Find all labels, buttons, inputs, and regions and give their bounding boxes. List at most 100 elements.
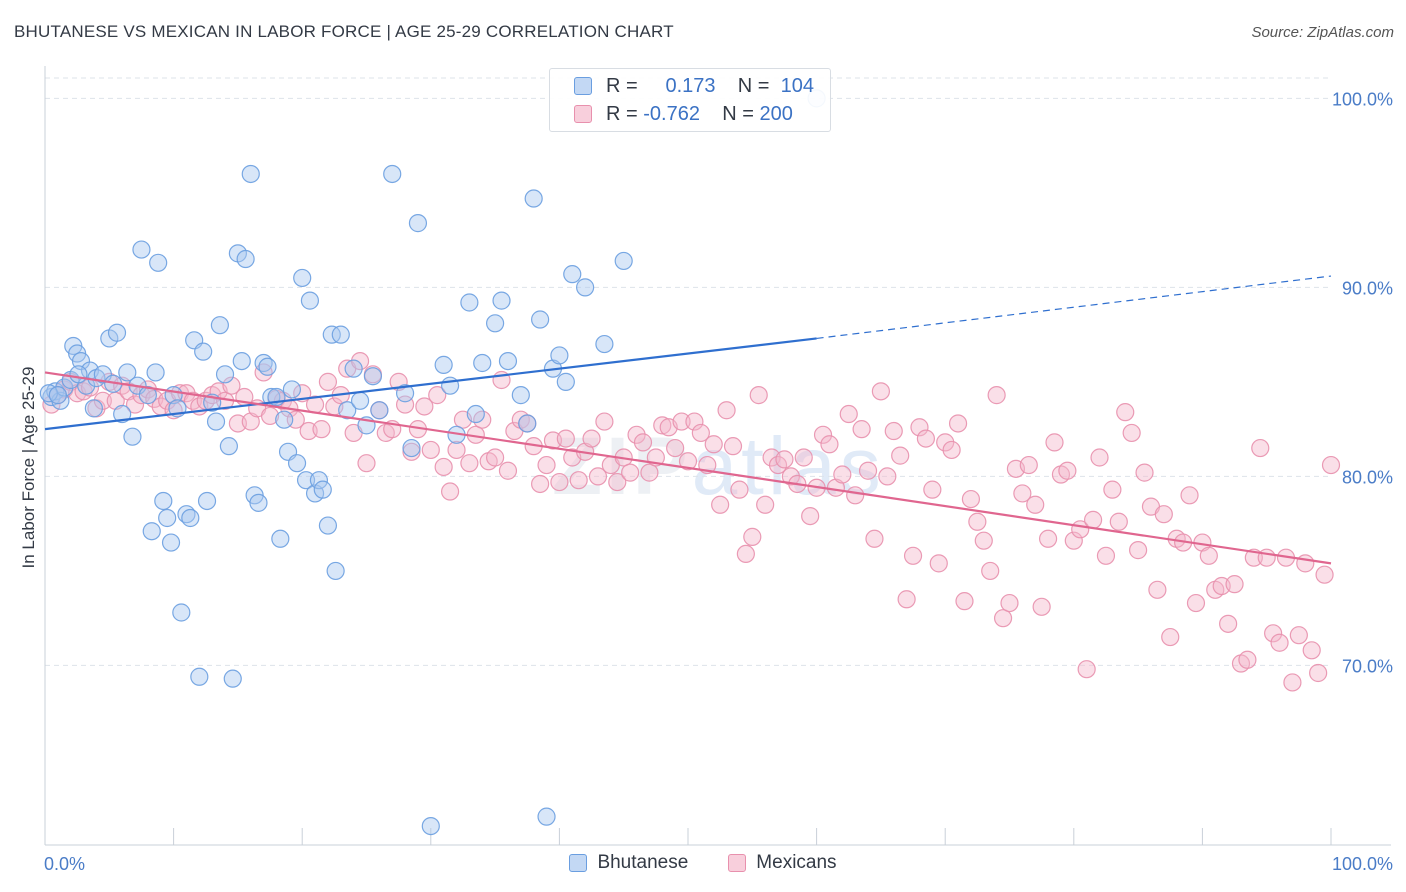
mexicans-point	[968, 512, 987, 531]
mexicans-point	[125, 395, 145, 414]
mexicans-point	[833, 465, 852, 484]
mexicans-point	[440, 482, 460, 501]
mexicans-point	[595, 412, 614, 431]
bhutanese-point	[326, 561, 345, 581]
mexicans-point	[1122, 423, 1141, 443]
series-swatch-blue	[569, 854, 588, 872]
bhutanese-point	[576, 278, 595, 297]
bhutanese-point	[154, 491, 173, 511]
mexicans-point	[743, 527, 762, 546]
bhutanese-point	[363, 367, 383, 386]
mexicans-point	[1045, 433, 1064, 452]
mexicans-point	[415, 397, 434, 416]
bhutanese-point	[434, 355, 453, 374]
bhutanese-point	[370, 401, 389, 420]
mexicans-point	[717, 401, 736, 420]
bhutanese-point	[524, 189, 543, 208]
mexicans-point	[1309, 663, 1328, 683]
bhutanese-point	[219, 437, 238, 456]
bhutanese-point	[69, 365, 88, 384]
mexicans-point	[993, 609, 1013, 628]
mexicans-point	[813, 425, 833, 444]
series-label-bhutanese: Bhutanese	[597, 852, 689, 873]
mexicans-point	[260, 406, 280, 426]
mexicans-point	[1154, 505, 1173, 524]
mexicans-point	[1038, 529, 1058, 548]
mexicans-point	[421, 440, 440, 460]
mexicans-point	[936, 433, 955, 452]
mexicans-point	[1283, 673, 1302, 692]
bhutanese-point	[258, 357, 277, 376]
mexicans-point	[1135, 463, 1154, 482]
x-tick-label-min: 0.0%	[44, 854, 85, 874]
bhutanese-point	[595, 334, 614, 354]
y-axis-label: In Labor Force | Age 25-29	[19, 367, 38, 569]
bhutanese-point	[107, 323, 127, 342]
mexicans-point	[1032, 597, 1051, 616]
bhutanese-point	[518, 414, 537, 433]
mexicans-point	[621, 463, 640, 482]
bhutanese-point	[271, 529, 290, 548]
bhutanese-point	[313, 480, 332, 499]
mexicans-point	[1315, 565, 1334, 584]
mexicans-point	[1019, 455, 1038, 475]
mexicans-point	[447, 440, 466, 460]
trend-lines	[44, 275, 1332, 565]
mexicans-point	[608, 472, 627, 492]
mexicans-point	[781, 467, 800, 486]
mexicans-point	[569, 471, 588, 490]
bhutanese-point	[531, 310, 550, 329]
legend-r-label: R =	[606, 102, 638, 125]
bhutanese-point	[338, 401, 357, 420]
legend-r-value: 0.173	[665, 74, 716, 97]
mexicans-point	[711, 495, 730, 514]
bhutanese-point	[492, 291, 511, 310]
mexicans-point	[1077, 660, 1096, 679]
y-tick-label: 90.0%	[1342, 278, 1393, 298]
mexicans-point	[955, 592, 974, 611]
x-tick-label-max: 100.0%	[1332, 854, 1393, 874]
bhutanese-point	[402, 438, 421, 458]
legend-swatch-pink	[574, 105, 592, 123]
bhutanese-point	[132, 240, 151, 259]
mexicans-point	[1096, 546, 1116, 565]
bhutanese-point	[181, 508, 200, 528]
mexicans-point	[723, 437, 743, 456]
bhutanese-points	[39, 89, 826, 836]
mexicans-point	[1264, 624, 1283, 643]
bhutanese-point	[282, 380, 302, 399]
mexicans-point	[736, 544, 755, 564]
mexicans-point	[460, 454, 479, 473]
bhutanese-point	[149, 253, 168, 272]
mexicans-point	[318, 372, 338, 391]
mexicans-point	[1199, 546, 1218, 565]
mexicans-point	[1321, 455, 1341, 475]
y-tick-label: 70.0%	[1342, 656, 1393, 676]
bhutanese-point	[395, 384, 415, 403]
y-tick-label: 80.0%	[1342, 467, 1393, 487]
series-legend-mexicans: Mexicans	[728, 852, 837, 874]
mexicans-point	[1302, 641, 1321, 660]
mexicans-point	[756, 495, 775, 514]
mexicans-point	[633, 433, 653, 452]
legend: R = 0.173 N = 104 R = -0.762 N = 200	[549, 68, 831, 132]
legend-r-value: -0.762	[643, 102, 700, 125]
bhutanese-point	[232, 351, 251, 371]
mexicans-point	[1083, 510, 1103, 529]
mexicans-point	[1109, 512, 1128, 531]
mexicans-point	[1257, 548, 1276, 567]
bhutanese-point	[309, 471, 329, 490]
bhutanese-point	[614, 251, 633, 271]
series-legend-bhutanese: Bhutanese	[569, 852, 688, 874]
legend-row-bhutanese: R = 0.173 N = 104	[574, 73, 814, 99]
bhutanese-point	[197, 491, 217, 511]
bhutanese-point	[275, 410, 294, 429]
mexicans-point	[1186, 593, 1206, 613]
mexicans-point	[582, 429, 601, 448]
bhutanese-point	[223, 669, 242, 688]
bhutanese-point	[161, 533, 181, 552]
mexicans-point	[1103, 480, 1122, 499]
mexicans-point	[1219, 614, 1238, 633]
bhutanese-point	[142, 522, 161, 541]
